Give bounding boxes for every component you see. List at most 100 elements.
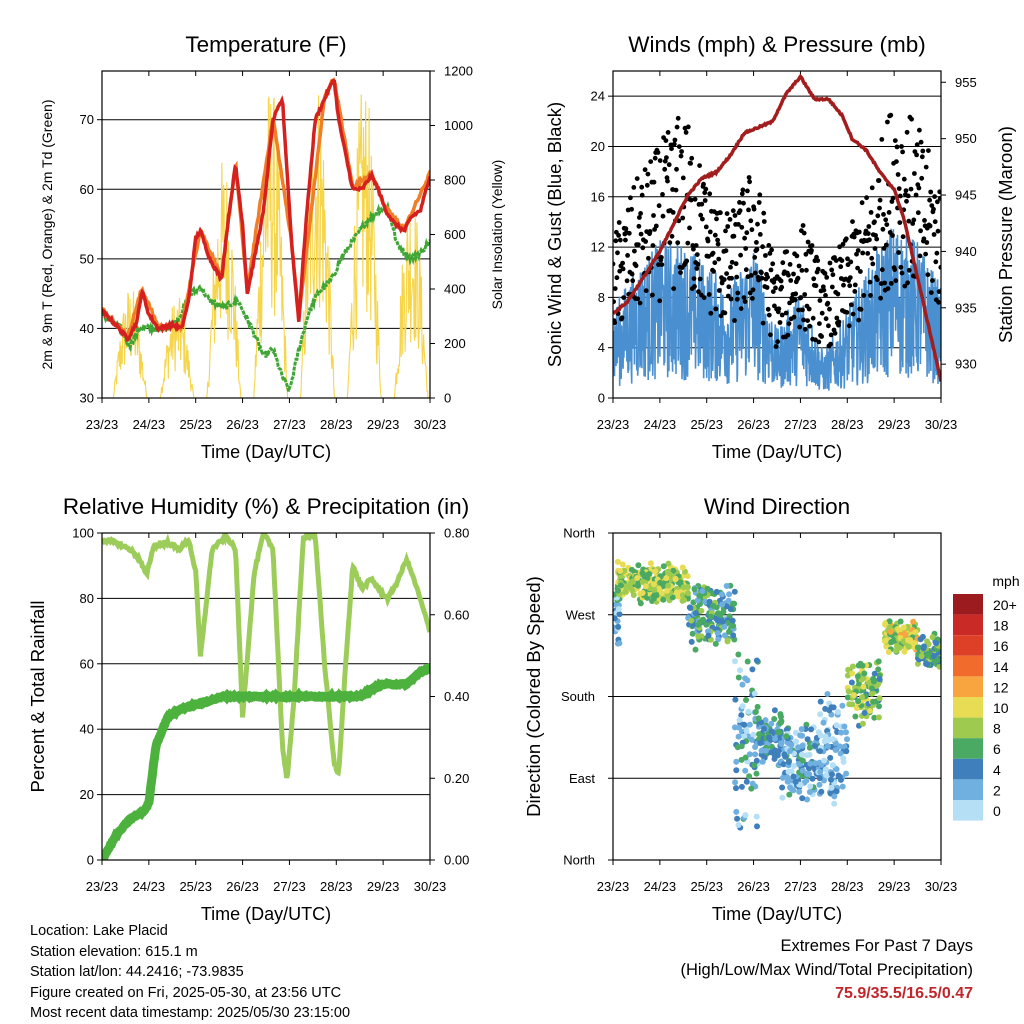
direction-point — [860, 675, 867, 682]
gust-point — [888, 281, 894, 286]
gust-point — [616, 220, 622, 225]
gust-point — [691, 276, 697, 281]
gust-point — [854, 251, 859, 257]
direction-ytick-label: North — [563, 853, 595, 868]
gust-point — [801, 317, 806, 323]
direction-point — [734, 815, 741, 822]
gust-point — [729, 275, 734, 281]
gust-point — [662, 166, 668, 172]
winds-xtick-label: 23/23 — [597, 417, 630, 432]
direction-frame — [612, 532, 942, 861]
winds-xtick-label: 25/23 — [690, 417, 723, 432]
gust-point — [858, 269, 863, 274]
gust-point — [723, 248, 729, 254]
direction-point — [816, 781, 823, 788]
direction-point — [731, 588, 738, 595]
gust-point — [739, 224, 745, 230]
direction-xtick-label: 30/23 — [925, 879, 958, 894]
gust-point — [710, 250, 716, 256]
direction-point — [933, 640, 940, 647]
winds-xtick-label: 24/23 — [644, 417, 677, 432]
direction-point — [798, 726, 805, 733]
humidity-ytick-label: 40 — [80, 722, 94, 737]
gust-point — [613, 286, 618, 291]
gust-point — [621, 295, 627, 300]
direction-point — [829, 762, 836, 769]
gust-point — [736, 222, 741, 227]
gust-point — [776, 306, 782, 312]
direction-point — [831, 793, 838, 800]
gust-point — [743, 267, 749, 273]
direction-point — [759, 758, 766, 765]
direction-point — [639, 578, 646, 585]
gust-point — [786, 272, 791, 278]
direction-point — [669, 594, 676, 601]
direction-point — [743, 728, 750, 734]
gust-point — [703, 224, 709, 230]
direction-point — [748, 736, 755, 743]
gust-point — [702, 190, 708, 196]
direction-point — [672, 576, 679, 582]
direction-point — [796, 788, 803, 795]
gust-point — [865, 231, 871, 237]
gust-point — [734, 274, 740, 280]
direction-point — [705, 632, 712, 639]
gust-point — [756, 200, 762, 205]
direction-point — [647, 560, 654, 567]
gust-point — [700, 216, 705, 222]
legend-swatch — [953, 758, 983, 780]
direction-point — [657, 579, 664, 586]
gust-point — [897, 193, 903, 199]
gust-point — [732, 318, 737, 323]
gust-point — [669, 233, 675, 239]
temperature-xtick-label: 28/23 — [320, 417, 353, 432]
direction-point — [616, 611, 623, 618]
direction-point — [855, 662, 862, 669]
direction-point — [735, 822, 742, 828]
direction-point — [799, 742, 806, 749]
gust-point — [773, 285, 778, 291]
direction-point — [733, 785, 739, 792]
gust-point — [927, 197, 932, 203]
direction-point — [798, 751, 805, 758]
gust-point — [671, 286, 677, 291]
gust-point — [823, 316, 829, 322]
direction-point — [871, 670, 878, 677]
direction-point — [733, 758, 740, 765]
direction-point — [766, 734, 773, 741]
gust-point — [881, 212, 886, 217]
gust-point — [640, 245, 646, 251]
direction-point — [919, 633, 926, 640]
direction-point — [761, 725, 768, 732]
gust-point — [722, 310, 728, 316]
direction-point — [866, 679, 873, 686]
gust-point — [680, 175, 686, 181]
direction-point — [821, 738, 828, 745]
gust-point — [899, 144, 904, 149]
gust-point — [697, 276, 703, 282]
direction-point — [841, 723, 848, 730]
direction-points — [613, 558, 941, 831]
gust-point — [685, 240, 691, 246]
direction-point — [726, 628, 732, 635]
gust-point — [751, 206, 757, 212]
direction-point — [885, 649, 892, 655]
gust-point — [918, 228, 923, 234]
temperature-ylabel-right: Solar Insolation (Yellow) — [489, 160, 505, 310]
gust-point — [746, 207, 751, 213]
direction-point — [752, 708, 759, 715]
direction-point — [876, 703, 882, 710]
gust-point — [904, 129, 910, 135]
gust-point — [794, 253, 800, 259]
direction-point — [614, 558, 621, 565]
gust-point — [637, 300, 643, 306]
direction-point — [738, 743, 745, 750]
gust-point — [864, 195, 869, 201]
gust-point — [861, 293, 867, 298]
direction-point — [751, 690, 758, 697]
gust-point — [685, 124, 691, 130]
direction-point — [787, 748, 793, 754]
gust-point — [707, 191, 713, 197]
direction-point — [736, 724, 743, 731]
gust-point — [761, 219, 767, 224]
